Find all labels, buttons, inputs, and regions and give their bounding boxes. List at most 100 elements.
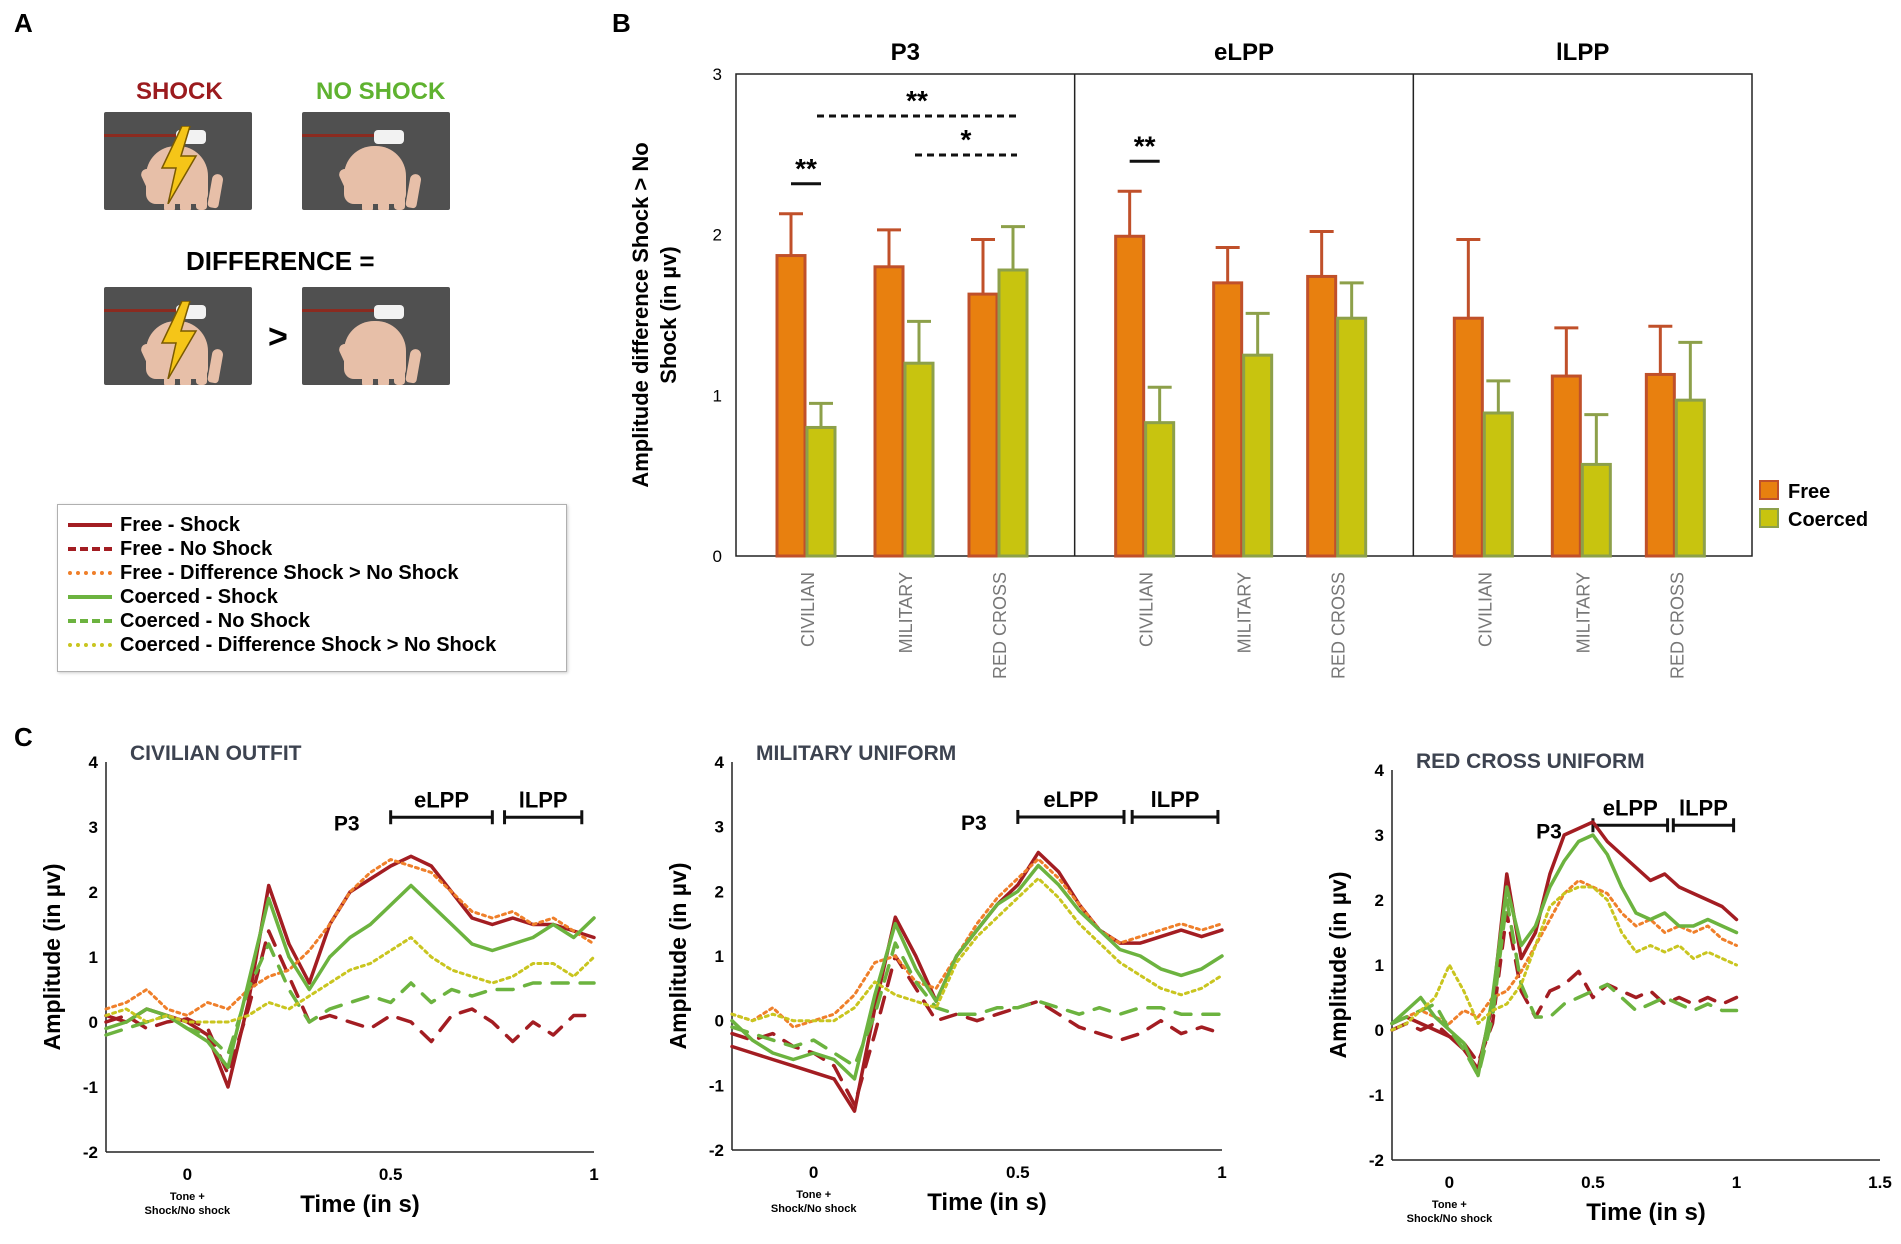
- legend-swatch: [68, 571, 112, 575]
- component-label: lLPP: [1679, 795, 1728, 820]
- legend-label: Free - Shock: [120, 513, 241, 536]
- component-label: eLPP: [1043, 787, 1098, 812]
- category-label: RED CROSS: [1667, 572, 1687, 679]
- category-label: RED CROSS: [990, 572, 1010, 679]
- erp-series-line: [104, 942, 596, 1057]
- hand-no-shock-image: [302, 112, 450, 210]
- group-title: lLPP: [1556, 39, 1609, 66]
- legend-item: Coerced - Shock: [68, 585, 278, 609]
- greater-than-symbol: >: [268, 318, 288, 356]
- onset-label-line2: Shock/No shock: [145, 1205, 231, 1217]
- x-axis-label: Time (in s): [1586, 1199, 1706, 1226]
- free-bar: [1452, 316, 1484, 558]
- erp-series-line: [1390, 911, 1739, 1065]
- chart-title: MILITARY UNIFORM: [756, 742, 956, 765]
- y-tick-label: 0: [89, 1013, 98, 1032]
- bar-legend-swatch: [1759, 508, 1779, 528]
- group-title: P3: [891, 39, 920, 66]
- category-label: MILITARY: [896, 572, 916, 653]
- x-tick-label: 0.5: [1581, 1173, 1605, 1192]
- bar-legend-swatch: [1759, 480, 1779, 500]
- difference-label: DIFFERENCE =: [186, 246, 375, 276]
- legend-label: Coerced - No Shock: [120, 609, 311, 632]
- significance-stars: *: [961, 124, 972, 155]
- y-tick-label: 2: [713, 226, 722, 245]
- y-axis-label-line2: Shock (in µv): [656, 246, 681, 383]
- y-tick-label: -2: [709, 1141, 724, 1160]
- onset-label-line1: Tone +: [1432, 1199, 1467, 1211]
- legend-item: Free - No Shock: [68, 537, 272, 561]
- y-tick-label: 0: [713, 547, 722, 566]
- legend-item: Free - Difference Shock > No Shock: [68, 561, 458, 585]
- legend-swatch: [68, 595, 112, 599]
- free-bar: [873, 265, 905, 558]
- legend-label: Coerced - Shock: [120, 585, 278, 608]
- lightning-icon: [160, 126, 198, 204]
- panel-label-b: B: [612, 8, 631, 38]
- chart-title: RED CROSS UNIFORM: [1416, 750, 1645, 773]
- free-bar: [1114, 234, 1146, 558]
- component-label: lLPP: [519, 787, 568, 812]
- coerced-bar: [1580, 462, 1612, 558]
- legend-label: Free - Difference Shock > No Shock: [120, 561, 459, 584]
- component-label: eLPP: [1603, 795, 1658, 820]
- free-bar: [1644, 372, 1676, 558]
- lightning-icon: [160, 301, 198, 379]
- free-bar: [775, 254, 807, 558]
- erp-series-line: [1390, 833, 1739, 1078]
- significance-stars: **: [1134, 130, 1156, 161]
- coerced-bar: [1336, 316, 1368, 558]
- y-tick-label: -1: [83, 1078, 98, 1097]
- bar-legend-label: Coerced: [1788, 509, 1868, 531]
- y-tick-label: 2: [1375, 891, 1384, 910]
- free-bar: [1212, 281, 1244, 558]
- y-axis-label: Amplitude (in µv): [39, 863, 65, 1050]
- component-label: lLPP: [1151, 787, 1200, 812]
- coerced-bar: [997, 268, 1029, 558]
- free-bar: [967, 292, 999, 558]
- x-tick-label: 1: [589, 1165, 598, 1184]
- panel-label-a: A: [14, 8, 33, 38]
- coerced-bar: [1144, 421, 1176, 558]
- legend-swatch: [68, 643, 112, 647]
- y-tick-label: 0: [715, 1012, 724, 1031]
- x-tick-label: 0: [183, 1165, 192, 1184]
- x-tick-label: 1: [1732, 1173, 1741, 1192]
- onset-label-line2: Shock/No shock: [771, 1203, 857, 1215]
- category-label: RED CROSS: [1329, 572, 1349, 679]
- coerced-bar: [1242, 353, 1274, 558]
- coerced-bar: [903, 361, 935, 558]
- significance-stars: **: [795, 153, 817, 184]
- hand-shock-image: [104, 112, 252, 210]
- category-label: CIVILIAN: [1137, 572, 1157, 647]
- legend-item: Coerced - Difference Shock > No Shock: [68, 633, 496, 657]
- onset-label-line1: Tone +: [796, 1189, 831, 1201]
- x-axis-label: Time (in s): [300, 1191, 420, 1218]
- x-tick-label: 0: [1445, 1173, 1454, 1192]
- group-title: eLPP: [1214, 39, 1274, 66]
- erp-series-line: [1390, 898, 1739, 1078]
- x-tick-label: 0.5: [379, 1165, 403, 1184]
- chart-title: CIVILIAN OUTFIT: [130, 742, 302, 765]
- y-tick-label: 3: [89, 818, 98, 837]
- bar-legend-label: Free: [1788, 481, 1830, 503]
- coerced-bar: [805, 425, 837, 558]
- significance-stars: **: [906, 85, 928, 116]
- erp-series-line: [104, 936, 596, 1024]
- y-tick-label: 1: [715, 947, 724, 966]
- erp-series-line: [730, 876, 1224, 1023]
- erp-series-line: [104, 883, 596, 1070]
- y-tick-label: 2: [715, 882, 724, 901]
- legend-label: Coerced - Difference Shock > No Shock: [120, 633, 497, 656]
- legend-swatch: [68, 547, 112, 551]
- y-axis-label-line1: Amplitude difference Shock > No: [628, 142, 653, 487]
- y-tick-label: 3: [713, 65, 722, 84]
- y-axis-label: Amplitude (in µv): [665, 862, 691, 1049]
- y-tick-label: -1: [709, 1076, 724, 1095]
- legend-swatch: [68, 523, 112, 527]
- category-label: CIVILIAN: [798, 572, 818, 647]
- y-tick-label: 1: [1375, 956, 1384, 975]
- category-label: CIVILIAN: [1475, 572, 1495, 647]
- y-tick-label: 2: [89, 883, 98, 902]
- x-axis-label: Time (in s): [927, 1189, 1047, 1216]
